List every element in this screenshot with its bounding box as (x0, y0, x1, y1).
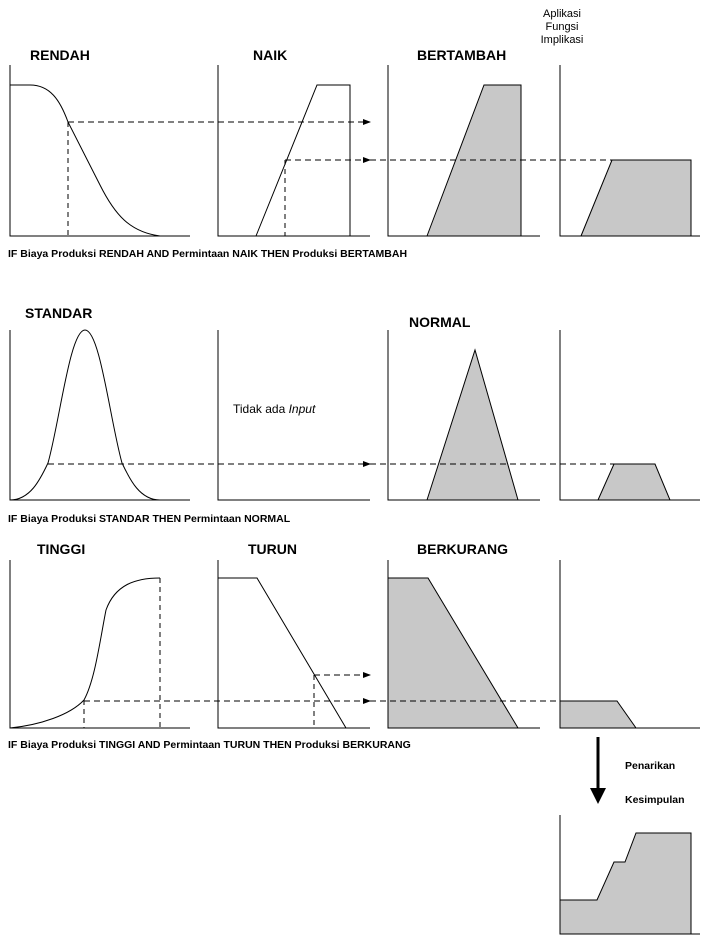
implication-title-line-3: Implikasi (540, 34, 584, 46)
label-normal: NORMAL (409, 314, 471, 330)
no-input-prefix: Tidak ada (233, 402, 289, 416)
panel-normal (387, 330, 540, 501)
implication-title-line-1: Aplikasi (543, 8, 581, 20)
curve-turun (218, 577, 347, 729)
conclusion-label-line-1: Penarikan (625, 760, 676, 772)
label-rendah: RENDAH (30, 47, 90, 63)
panel-rendah (9, 65, 190, 237)
panel-standar (9, 329, 190, 501)
shape-normal (426, 348, 519, 501)
curve-tinggi (9, 577, 161, 729)
panel-implication-3 (559, 560, 700, 729)
conclusion-arrowhead (590, 788, 606, 804)
label-naik: NAIK (253, 47, 288, 63)
panel-implication-1 (559, 65, 700, 237)
panel-bertambah (387, 65, 540, 237)
no-input-italic: Input (288, 402, 316, 416)
no-input-note: Tidak ada Input (233, 402, 315, 416)
label-tinggi: TINGGI (37, 541, 86, 557)
shape-implication-2 (597, 463, 671, 501)
shape-implication-3 (559, 700, 637, 729)
curve-rendah (10, 84, 161, 237)
implication-title: Aplikasi Fungsi Implikasi (522, 8, 602, 47)
shape-implication-1 (580, 159, 692, 237)
label-standar: STANDAR (25, 305, 93, 321)
implication-title-line-2: Fungsi (545, 21, 579, 33)
rule-2-text: IF Biaya Produksi STANDAR THEN Permintaa… (8, 513, 291, 525)
panel-implication-2 (559, 330, 700, 501)
conclusion-label-line-2: Kesimpulan (625, 794, 685, 806)
shape-conclusion (559, 832, 692, 935)
shape-berkurang (387, 577, 519, 729)
label-turun: TURUN (248, 541, 297, 557)
panel-naik (217, 65, 370, 237)
label-bertambah: BERTAMBAH (417, 47, 507, 63)
panel-no-input (217, 330, 370, 501)
label-berkurang: BERKURANG (417, 541, 508, 557)
curve-standar (9, 329, 161, 501)
rule-3-text: IF Biaya Produksi TINGGI AND Permintaan … (8, 739, 411, 751)
panel-turun (217, 560, 370, 729)
panel-conclusion (559, 815, 700, 935)
panel-tinggi (9, 560, 190, 729)
panel-berkurang (387, 560, 540, 729)
rule-1-text: IF Biaya Produksi RENDAH AND Permintaan … (8, 248, 408, 260)
